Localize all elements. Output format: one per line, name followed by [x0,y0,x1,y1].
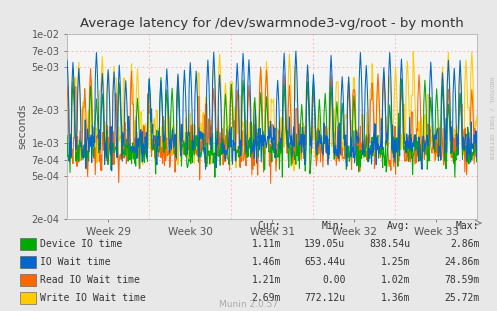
Text: IO Wait time: IO Wait time [40,257,110,267]
Text: 838.54u: 838.54u [369,239,410,249]
Text: Max:: Max: [456,220,480,230]
Y-axis label: seconds: seconds [17,104,27,150]
Text: Munin 2.0.57: Munin 2.0.57 [219,300,278,309]
Text: Min:: Min: [322,220,345,230]
Text: 139.05u: 139.05u [304,239,345,249]
Text: 1.21m: 1.21m [251,275,281,285]
Text: 1.02m: 1.02m [381,275,410,285]
Text: 2.69m: 2.69m [251,293,281,303]
Text: Cur:: Cur: [257,220,281,230]
Text: 25.72m: 25.72m [444,293,480,303]
Text: 1.46m: 1.46m [251,257,281,267]
Title: Average latency for /dev/swarmnode3-vg/root - by month: Average latency for /dev/swarmnode3-vg/r… [80,17,464,30]
Text: Device IO time: Device IO time [40,239,122,249]
Text: 1.25m: 1.25m [381,257,410,267]
Text: Write IO Wait time: Write IO Wait time [40,293,146,303]
Text: 1.11m: 1.11m [251,239,281,249]
Text: 772.12u: 772.12u [304,293,345,303]
Text: 24.86m: 24.86m [444,257,480,267]
Text: Read IO Wait time: Read IO Wait time [40,275,140,285]
Text: 78.59m: 78.59m [444,275,480,285]
Text: Avg:: Avg: [387,220,410,230]
Text: 2.86m: 2.86m [450,239,480,249]
Text: 653.44u: 653.44u [304,257,345,267]
Text: 0.00: 0.00 [322,275,345,285]
Text: 1.36m: 1.36m [381,293,410,303]
Text: RRDTOOL / TOBI OETIKER: RRDTOOL / TOBI OETIKER [489,77,494,160]
